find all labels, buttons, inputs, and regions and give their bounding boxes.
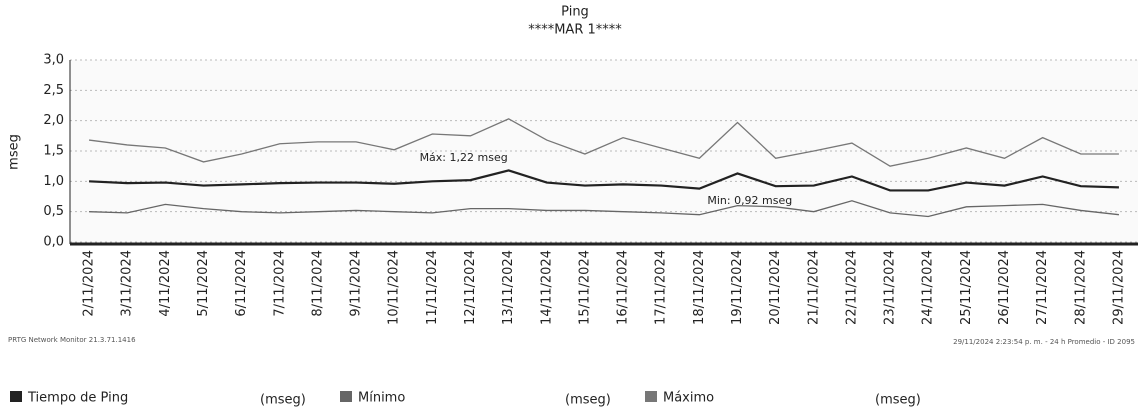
x-tick-label: 5/11/2024 (196, 250, 211, 317)
chart-subtitle: ****MAR 1**** (528, 23, 622, 38)
y-tick-label: 0,5 (43, 204, 64, 219)
x-tick-label: 16/11/2024 (616, 250, 631, 325)
x-tick-label: 18/11/2024 (692, 250, 707, 325)
y-tick-label: 1,5 (43, 144, 64, 159)
series-line (89, 200, 1120, 218)
x-tick-label: 9/11/2024 (349, 250, 364, 317)
x-tick-label: 7/11/2024 (272, 250, 287, 317)
annotation: Min: 0,92 mseg (707, 194, 792, 207)
footer-left: PRTG Network Monitor 21.3.71.1416 (8, 336, 136, 344)
x-tick-label: 27/11/2024 (1035, 250, 1050, 325)
x-tick-label: 17/11/2024 (654, 250, 669, 325)
x-tick-label: 20/11/2024 (768, 250, 783, 325)
annotation: Máx: 1,22 mseg (420, 151, 508, 164)
y-tick-label: 1,0 (43, 174, 64, 189)
legend-label: Máximo (663, 391, 714, 406)
x-tick-label: 6/11/2024 (234, 250, 249, 317)
x-tick-label: 24/11/2024 (921, 250, 936, 325)
legend-swatch (340, 391, 352, 402)
legend-unit: (mseg) (875, 393, 921, 408)
x-tick-label: 19/11/2024 (730, 250, 745, 325)
x-tick-label: 8/11/2024 (310, 250, 325, 317)
series-line (89, 169, 1119, 192)
x-tick-label: 10/11/2024 (387, 250, 402, 325)
y-tick-label: 3,0 (43, 53, 64, 68)
x-tick-label: 23/11/2024 (883, 250, 898, 325)
y-tick-label: 0,0 (43, 235, 64, 250)
legend-unit: (mseg) (565, 393, 611, 408)
series-line (88, 118, 1119, 167)
legend-unit: (mseg) (260, 393, 306, 408)
x-tick-label: 3/11/2024 (120, 250, 135, 317)
legend-swatch (645, 391, 657, 402)
y-tick-label: 2,0 (43, 113, 64, 128)
legend-label: Tiempo de Ping (27, 391, 128, 406)
x-tick-label: 22/11/2024 (844, 250, 859, 325)
x-tick-label: 21/11/2024 (806, 250, 821, 325)
x-tick-label: 15/11/2024 (577, 250, 592, 325)
footer-right: 29/11/2024 2:23:54 p. m. - 24 h Promedio… (953, 338, 1135, 346)
x-tick-label: 25/11/2024 (959, 250, 974, 325)
x-tick-label: 14/11/2024 (539, 250, 554, 325)
legend-label: Mínimo (358, 391, 405, 406)
y-axis-label: mseg (7, 134, 22, 170)
chart-title: Ping (561, 5, 589, 20)
x-tick-label: 26/11/2024 (997, 250, 1012, 325)
x-tick-label: 11/11/2024 (425, 250, 440, 325)
x-tick-label: 12/11/2024 (463, 250, 478, 325)
x-tick-label: 2/11/2024 (82, 250, 97, 317)
y-tick-label: 2,5 (43, 83, 64, 98)
legend-swatch (10, 391, 22, 402)
x-tick-label: 4/11/2024 (158, 250, 173, 317)
x-tick-label: 28/11/2024 (1073, 250, 1088, 325)
x-tick-label: 29/11/2024 (1111, 250, 1126, 325)
x-tick-label: 13/11/2024 (501, 250, 516, 325)
